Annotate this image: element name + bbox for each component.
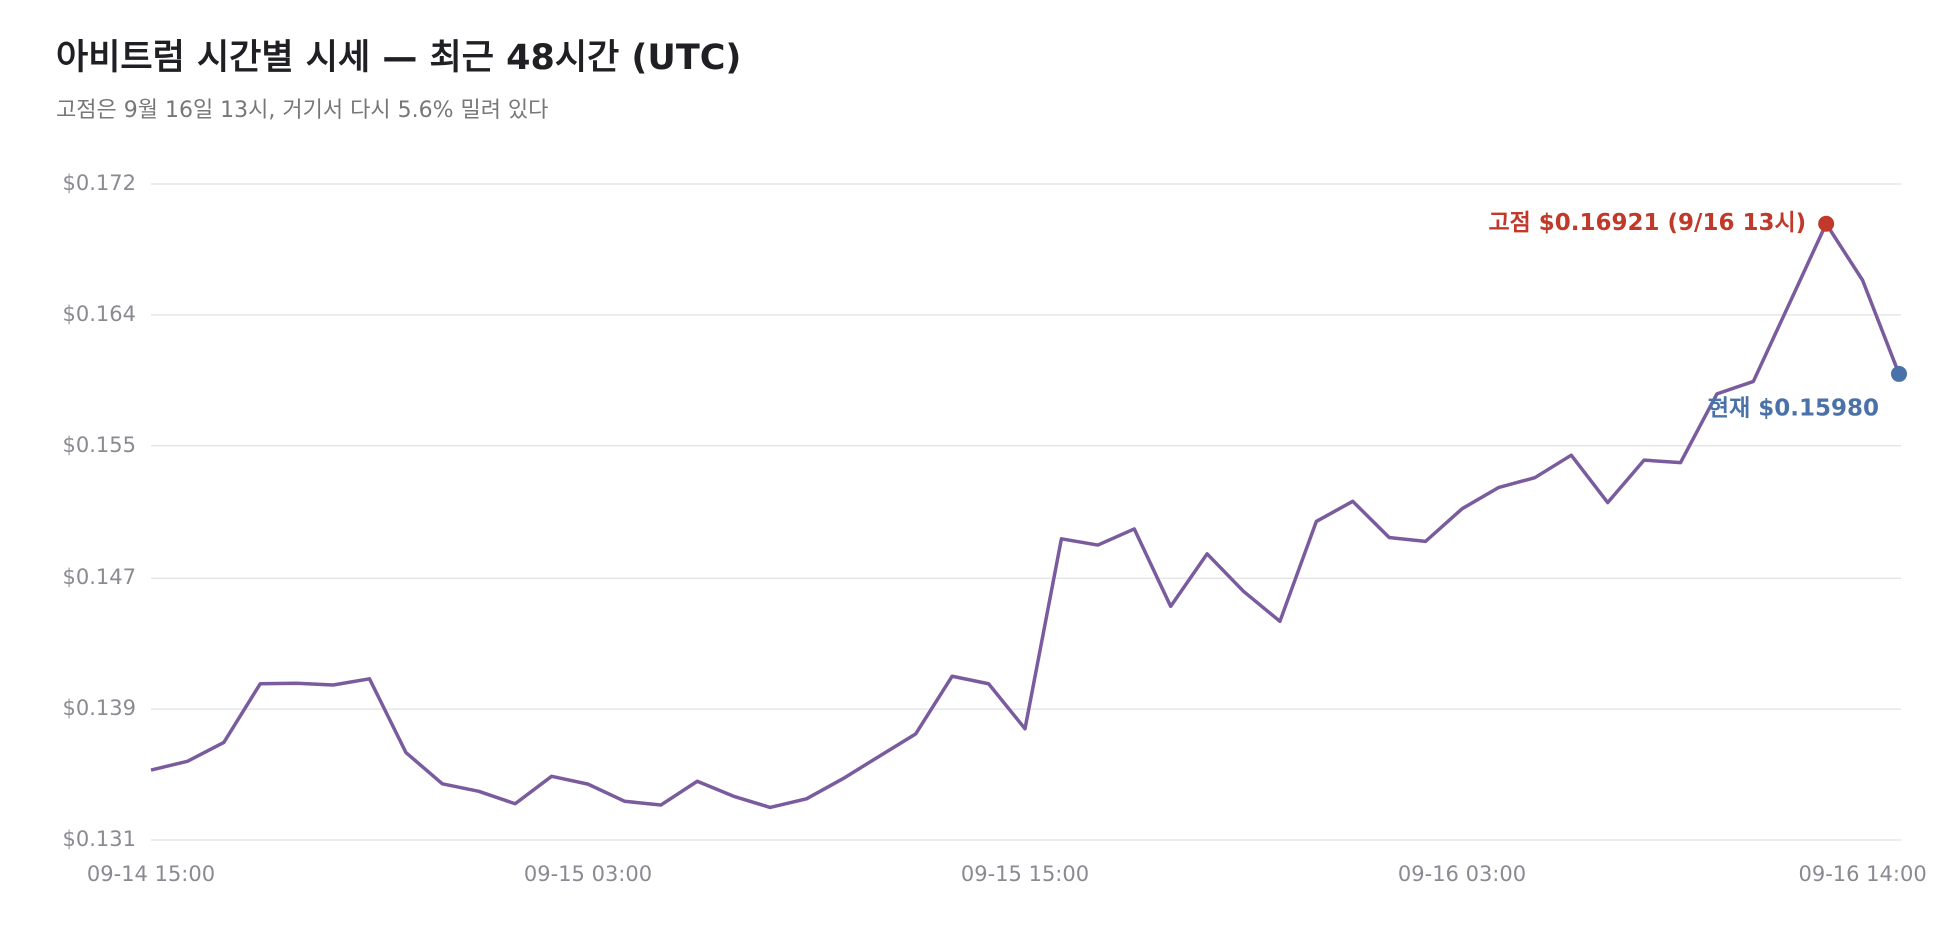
annotation: 현재 $0.15980 [1708, 395, 1879, 421]
y-tick-label: $0.139 [63, 696, 136, 720]
y-tick-label: $0.172 [63, 171, 136, 195]
chart-title: 아비트럼 시간별 시세 — 최근 48시간 (UTC) [56, 38, 741, 78]
x-tick-label: 09-15 15:00 [961, 862, 1089, 886]
peak-point [1818, 215, 1835, 232]
chart-subtitle: 고점은 9월 16일 13시, 거기서 다시 5.6% 밀려 있다 [56, 98, 548, 123]
y-tick-label: $0.131 [63, 827, 136, 851]
annotation: 고점 $0.16921 (9/16 13시) [1488, 210, 1806, 236]
y-tick-label: $0.155 [63, 433, 136, 457]
x-tick-label: 09-14 15:00 [87, 862, 215, 886]
current-point [1891, 365, 1907, 382]
x-tick-label: 09-16 14:00 [1798, 862, 1926, 886]
x-tick-label: 09-16 03:00 [1398, 862, 1526, 886]
price-line [150, 221, 1901, 810]
y-tick-label: $0.164 [63, 302, 136, 326]
y-tick-label: $0.147 [63, 565, 136, 589]
x-tick-label: 09-15 03:00 [524, 862, 652, 886]
